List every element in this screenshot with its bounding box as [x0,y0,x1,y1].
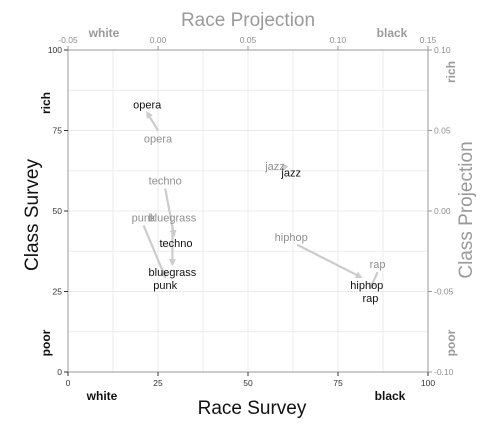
survey-point-techno: techno [159,238,192,250]
projection-point-hiphop: hiphop [275,232,308,244]
survey-point-hiphop: hiphop [350,280,383,292]
axis-text-layer: Race Projection Race Survey Class Survey Cl… [22,10,477,419]
y-tick-label: 75 [53,126,63,136]
arrow-jazz [282,163,289,172]
x2-tick-label: 0.10 [330,35,347,45]
projection-point-rap: rap [370,259,386,271]
x-end-label-low: white [86,389,118,403]
y2-axis-title: Class Projection [456,141,477,278]
y-axis-title: Class Survey [22,159,43,271]
y2-tick-label: -0.05 [434,287,454,297]
y-end-label-low: poor [39,329,53,356]
x2-tick-label: -0.05 [58,35,78,45]
projection-point-opera: opera [144,134,173,146]
x2-axis-title: Race Projection [181,10,315,31]
y-tick-label: 0 [57,367,62,377]
projection-point-jazz: jazz [264,161,285,173]
survey-point-jazz: jazz [280,167,301,179]
x-tick-label: 0 [66,378,71,388]
projection-point-bluegrass: bluegrass [149,212,197,224]
y-tick-label: 25 [53,287,63,297]
x2-tick-label: 0.15 [420,35,437,45]
projection-point-techno: techno [149,175,182,187]
labels-layer: operajazztechnobluegrasspunkhiphoprapope… [132,100,386,305]
x-axis-title: Race Survey [198,398,307,419]
y2-end-label-high: rich [444,61,458,83]
x-tick-label: 75 [333,378,343,388]
arrow-hiphop [296,243,363,279]
arrows-layer [142,111,379,290]
x2-end-label-high: black [377,26,408,40]
x-tick-label: 100 [421,378,435,388]
y-tick-label: 50 [53,206,63,216]
arrow-opera [146,111,159,132]
x-tick-label: 50 [243,378,253,388]
y2-tick-label: 0.05 [434,126,451,136]
arrow-rap [369,271,379,290]
y2-tick-label: -0.10 [434,367,454,377]
y-tick-label: 100 [48,45,62,55]
survey-point-opera: opera [133,100,162,112]
x2-tick-label: 0.05 [240,35,257,45]
arrow-punk [142,225,167,279]
x2-tick-label: 0.00 [150,35,167,45]
x2-end-label-low: white [88,26,120,40]
y2-end-label-low: poor [444,329,458,356]
y2-tick-label: 0.00 [434,206,451,216]
x-end-label-high: black [375,389,406,403]
survey-point-punk: punk [153,280,177,292]
x-tick-label: 25 [153,378,163,388]
y2-tick-label: 0.10 [434,45,451,55]
survey-point-rap: rap [362,293,378,305]
grid-layer [67,49,429,373]
y-end-label-high: rich [39,92,53,114]
survey-point-bluegrass: bluegrass [149,267,197,279]
projection-point-punk: punk [132,212,156,224]
